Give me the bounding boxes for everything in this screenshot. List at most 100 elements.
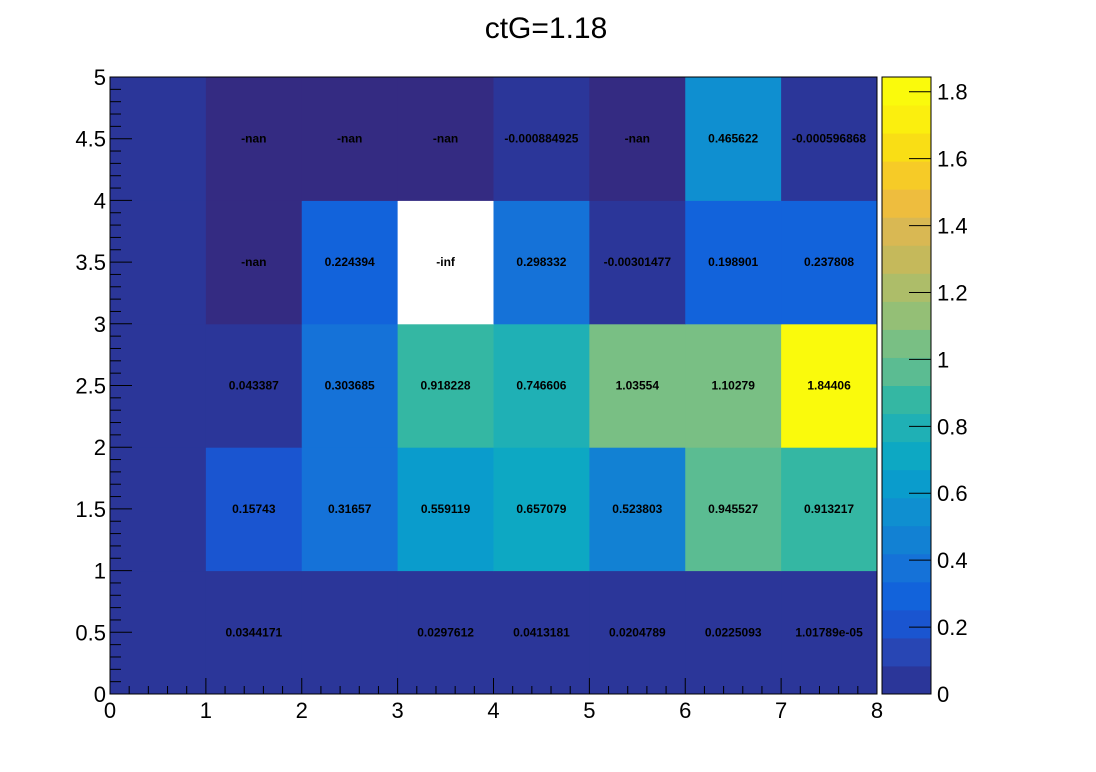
x-tick-label: 7 (775, 698, 787, 723)
x-tick-label: 6 (679, 698, 691, 723)
y-tick-label: 4.5 (75, 127, 106, 152)
heatmap-cell (301, 570, 399, 695)
cell-value-label: 0.043387 (229, 379, 279, 393)
cell-value-label: 0.657079 (516, 502, 566, 516)
cell-value-label: 0.465622 (708, 132, 758, 146)
colorbar-swatch (882, 189, 931, 218)
colorbar-swatch (882, 581, 931, 611)
heatmap-cell (781, 200, 878, 325)
heatmap-cell (397, 570, 494, 695)
cell-value-label: 1.10279 (711, 379, 755, 393)
heatmap-cell (301, 447, 399, 572)
y-tick-label: 2.5 (75, 374, 106, 399)
heatmap-cell (205, 447, 303, 572)
cell-value-label: 0.0413181 (513, 625, 570, 639)
heatmap-cell (205, 323, 303, 448)
cell-value-label: 0.913217 (804, 502, 854, 516)
colorbar-tick-label: 0.8 (937, 414, 968, 439)
cell-value-label: -nan (241, 255, 266, 269)
colorbar-swatch (882, 161, 931, 190)
colorbar-swatch (882, 497, 931, 527)
axes: 0 1 2 3 4 5 6 7 8 0 0.5 1 1.5 2 2.5 3 3.5 4 4.5 5 (75, 65, 883, 723)
colorbar: 0 0.2 0.4 0.6 0.8 1 1.2 1.4 1.6 1.8 (881, 76, 968, 707)
colorbar-swatch (882, 273, 931, 302)
cell-value-label: -0.00301477 (604, 255, 672, 269)
colorbar-tick-label: 1 (937, 347, 949, 372)
heatmap-cell (781, 570, 878, 695)
heatmap-cell (589, 323, 686, 448)
colorbar-swatch (882, 357, 931, 386)
heatmap-cell (685, 323, 782, 448)
heatmap-cell (397, 200, 494, 325)
heatmap-cell (493, 570, 590, 695)
cell-value-label: 0.945527 (708, 502, 758, 516)
x-tick-label: 2 (296, 698, 308, 723)
heatmap-cell (589, 200, 686, 325)
y-tick-label: 0 (94, 682, 106, 707)
colorbar-tick-label: 0.4 (937, 548, 968, 573)
cell-value-label: 0.298332 (516, 255, 566, 269)
cell-value-label: 0.918228 (421, 379, 471, 393)
heatmap-cell (781, 77, 878, 201)
colorbar-swatch (882, 133, 931, 162)
heatmap-cell (493, 323, 590, 448)
heatmap-cell (685, 77, 782, 201)
cell-value-label: 0.0297612 (417, 625, 474, 639)
heatmap-cell (781, 447, 878, 572)
heatmap-cell (205, 570, 303, 695)
x-tick-label: 4 (487, 698, 499, 723)
colorbar-swatch (882, 441, 931, 471)
y-tick-label: 3 (94, 312, 106, 337)
x-tick-label: 8 (871, 698, 883, 723)
cell-value-label: 1.01789e-05 (795, 625, 863, 639)
colorbar-swatch (882, 525, 931, 555)
heatmap-cell (397, 77, 494, 201)
heatmap-cell (205, 200, 303, 325)
cell-value-label: 0.0204789 (609, 625, 666, 639)
heatmap-cell (493, 200, 590, 325)
y-tick-label: 1.5 (75, 497, 106, 522)
heatmap-cell (685, 447, 782, 572)
x-tick-label: 0 (104, 698, 116, 723)
colorbar-swatch (882, 637, 931, 667)
y-tick-label: 5 (94, 65, 106, 90)
chart-title: ctG=1.18 (485, 12, 608, 45)
heatmap-cell (589, 570, 686, 695)
colorbar-swatch (882, 553, 931, 583)
heatmap-cells (110, 77, 878, 695)
colorbar-swatch (882, 105, 931, 134)
y-tick-label: 4 (94, 188, 106, 213)
heatmap-cell (493, 447, 590, 572)
colorbar-tick-label: 1.8 (937, 80, 968, 105)
cell-value-label: 0.523803 (612, 502, 662, 516)
cell-value-label: 1.03554 (616, 379, 660, 393)
cell-value-label: -0.000596868 (792, 132, 866, 146)
cell-value-label: 0.237808 (804, 255, 854, 269)
heatmap-cell-labels: 0.0344171 0.0297612 0.0413181 0.0204789 0.02… (225, 132, 866, 640)
y-tick-label: 3.5 (75, 250, 106, 275)
colorbar-frame (881, 76, 932, 695)
heatmap-cell (205, 77, 303, 201)
y-tick-label: 2 (94, 435, 106, 460)
colorbar-tick-label: 1.4 (937, 214, 968, 239)
cell-value-label: 0.0225093 (705, 625, 762, 639)
colorbar-tick-label: 0 (937, 682, 949, 707)
colorbar-tick-label: 1.6 (937, 147, 968, 172)
heatmap-cell (397, 323, 494, 448)
cell-value-label: -nan (241, 132, 266, 146)
heatmap-cell (301, 200, 399, 325)
y-tick-label: 0.5 (75, 620, 106, 645)
cell-value-label: 0.303685 (325, 379, 375, 393)
heatmap-cell (493, 77, 590, 201)
colorbar-swatch (882, 609, 931, 639)
cell-value-label: 0.198901 (708, 255, 758, 269)
colorbar-tick-label: 0.2 (937, 615, 968, 640)
heatmap-cell (589, 447, 686, 572)
colorbar-swatch (882, 329, 931, 358)
heatmap-cell (781, 323, 878, 448)
colorbar-swatch (882, 245, 931, 274)
heatmap-cell (685, 200, 782, 325)
heatmap-cell (685, 570, 782, 695)
colorbar-tick-label: 1.2 (937, 280, 968, 305)
cell-value-label: 0.31657 (328, 502, 372, 516)
